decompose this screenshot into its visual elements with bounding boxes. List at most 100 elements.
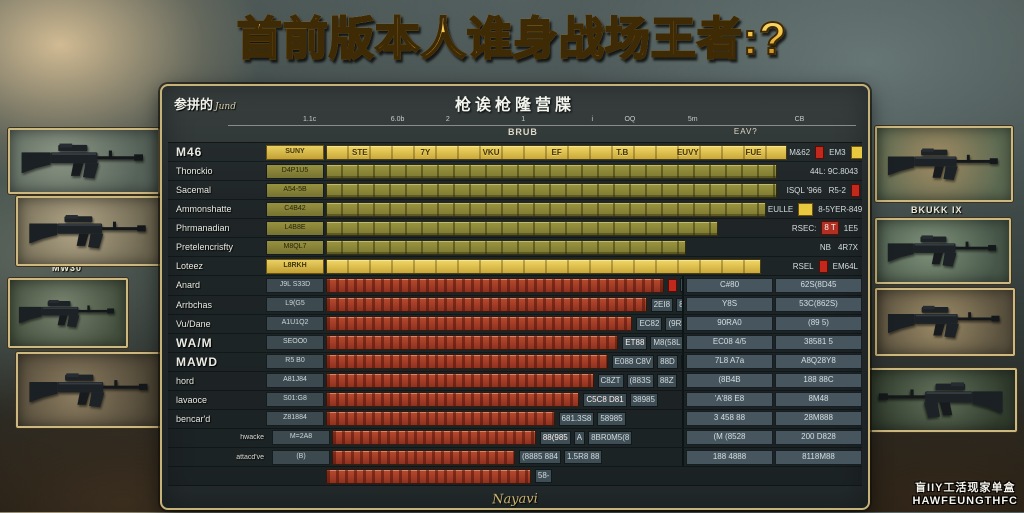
row-chip[interactable]: (B) — [272, 449, 330, 465]
value-text: ISQL '966 — [786, 185, 822, 195]
row-label: bencar'd — [176, 413, 211, 424]
value-chip: 8 T — [821, 221, 839, 236]
stat-bar[interactable] — [326, 239, 686, 255]
right-value[interactable]: C#80 — [686, 277, 773, 293]
gun-thumbnail[interactable] — [875, 218, 1011, 284]
axis-sublabel-right: EAV? — [733, 127, 758, 136]
table-row[interactable]: lavaoce S01:G8 C5C8 D81 38985 'A'88 E8 8M48 — [168, 390, 862, 410]
row-chip[interactable]: L9(G5 — [266, 297, 324, 313]
row-chip[interactable]: C4B42 — [266, 201, 324, 217]
right-value[interactable]: 7L8 A7a — [686, 354, 773, 370]
stat-bar[interactable] — [326, 163, 777, 179]
right-value[interactable]: 'A'88 E8 — [686, 392, 773, 408]
table-row[interactable]: attacd've (B) (8885 884 1.5R8 88 188 4888 811… — [168, 448, 862, 468]
right-value[interactable]: 8118M88 — [775, 449, 862, 465]
right-value[interactable]: 188 88C — [775, 373, 862, 389]
stat-bar[interactable] — [332, 449, 515, 465]
stat-bar[interactable] — [326, 297, 647, 313]
right-value[interactable]: 90RA0 — [686, 316, 773, 332]
stat-bar[interactable] — [332, 430, 536, 446]
table-row[interactable]: Thonckio D4P1U5 44L: 9C.8043 — [168, 162, 862, 182]
right-value[interactable]: 38581 5 — [775, 335, 862, 351]
stats-table: M46 SUNY STE 7Y VKU EF T.B EUVY FUE M&62 EM3 Thonck… — [168, 142, 862, 487]
red-badge-icon — [668, 278, 678, 292]
row-label: Sacemal — [176, 185, 212, 196]
value-text: (9R30) 8F8 — [665, 316, 682, 331]
stat-bar[interactable] — [326, 468, 531, 484]
right-value[interactable]: 188 4888 — [686, 449, 773, 465]
stat-bar[interactable] — [326, 220, 718, 236]
right-value[interactable]: 28M888 — [775, 411, 862, 427]
stat-bar[interactable] — [326, 392, 580, 408]
gun-thumbnail[interactable] — [8, 278, 128, 348]
row-chip[interactable]: SUNY — [266, 144, 324, 160]
table-row[interactable]: Phrmanadian L4B8E RSEC: 8 T 1E5 — [168, 219, 862, 239]
gun-thumbnail[interactable] — [16, 352, 164, 428]
row-chip[interactable]: A54-5B — [266, 182, 324, 198]
corner-label: 参拼的 Jund — [174, 94, 236, 113]
table-row[interactable]: bencar'd Z81884 681.3S8 58985 3 458 88 28M888 — [168, 409, 862, 429]
row-chip[interactable]: S01:G8 — [266, 392, 324, 408]
right-value[interactable]: A8Q28Y8 — [775, 354, 862, 370]
gun-thumbnail[interactable] — [8, 128, 160, 194]
table-row[interactable]: Loteez L8RKH RSEL EM64L — [168, 257, 862, 277]
stat-bar[interactable] — [326, 316, 633, 332]
right-value[interactable]: 62S(8D45 — [775, 277, 862, 293]
table-row[interactable]: M46 SUNY STE 7Y VKU EF T.B EUVY FUE M&62 EM3 — [168, 143, 862, 163]
right-value[interactable]: (8B4B — [686, 373, 773, 389]
row-chip[interactable]: L8RKH — [266, 258, 324, 274]
table-row[interactable]: Sacemal A54-5B ISQL '966 R5-2 — [168, 181, 862, 201]
stat-bar[interactable] — [326, 354, 608, 370]
right-gun-rail: BKUKK IX — [855, 0, 1024, 512]
row-chip[interactable]: A81J84 — [266, 373, 324, 389]
row-chip[interactable]: R5 B0 — [266, 354, 324, 370]
table-row[interactable]: Pretelencrisfty M8QL7 NB 4R7X — [168, 238, 862, 258]
stat-bar[interactable] — [326, 373, 594, 389]
table-row[interactable]: hord A81J84 C8ZT (883S 88Z (8B4B 188 88C — [168, 371, 862, 391]
value-text: EC82 — [636, 316, 663, 331]
table-row[interactable]: 58- — [168, 467, 862, 487]
table-row[interactable]: Ammonshatte C4B42 EULLE 8-5YER-849 — [168, 200, 862, 220]
gun-thumbnail[interactable] — [875, 126, 1013, 202]
bar-area: EULLE 8-5YER-849 — [326, 201, 862, 217]
row-chip[interactable]: L4B8E — [266, 220, 324, 236]
gun-thumbnail[interactable] — [16, 196, 162, 266]
row-chip[interactable]: SEOO0 — [266, 335, 324, 351]
table-row[interactable]: hwacke M=2A8 88(985 A 8BR0M5(8 (M (8528 200 D8… — [168, 428, 862, 448]
right-value[interactable]: 200 D828 — [775, 430, 862, 446]
stat-bar[interactable] — [326, 182, 777, 198]
stat-bar[interactable] — [326, 335, 619, 351]
row-chip[interactable]: M8QL7 — [266, 239, 324, 255]
value-text: 681.3S8 — [558, 411, 595, 426]
row-chip[interactable]: D4P1U5 — [266, 163, 324, 179]
bar-area: 180030 — [326, 277, 682, 293]
row-chip[interactable]: M=2A8 — [272, 430, 330, 446]
right-value[interactable]: 3 458 88 — [686, 411, 773, 427]
right-columns: EC08 4/5 38581 5 — [682, 333, 862, 352]
stat-bar[interactable] — [326, 258, 761, 274]
right-value[interactable]: 8M48 — [775, 392, 862, 408]
right-value[interactable]: (M (8528 — [686, 430, 773, 446]
right-value[interactable]: 53C(862S) — [775, 297, 862, 313]
gun-thumbnail[interactable] — [861, 368, 1017, 432]
right-value[interactable]: (89 5) — [775, 316, 862, 332]
stat-bar[interactable] — [326, 201, 766, 217]
gun-thumbnail[interactable] — [875, 288, 1015, 356]
stat-bar[interactable] — [326, 277, 665, 293]
stat-bar[interactable]: STE 7Y VKU EF T.B EUVY FUE — [326, 144, 788, 160]
right-value[interactable]: Y8S — [686, 297, 773, 313]
bar-segment: FUE — [745, 147, 762, 157]
right-columns: (M (8528 200 D828 — [682, 428, 862, 447]
stat-bar[interactable] — [326, 411, 555, 427]
row-label: Thonckio — [176, 166, 213, 177]
row-chip[interactable]: A1U1Q2 — [266, 316, 324, 332]
row-chip[interactable]: J9L S33D — [266, 277, 324, 293]
right-value[interactable]: EC08 4/5 — [686, 335, 773, 351]
red-badge-icon — [851, 183, 860, 197]
row-chip[interactable]: Z81884 — [266, 411, 324, 427]
